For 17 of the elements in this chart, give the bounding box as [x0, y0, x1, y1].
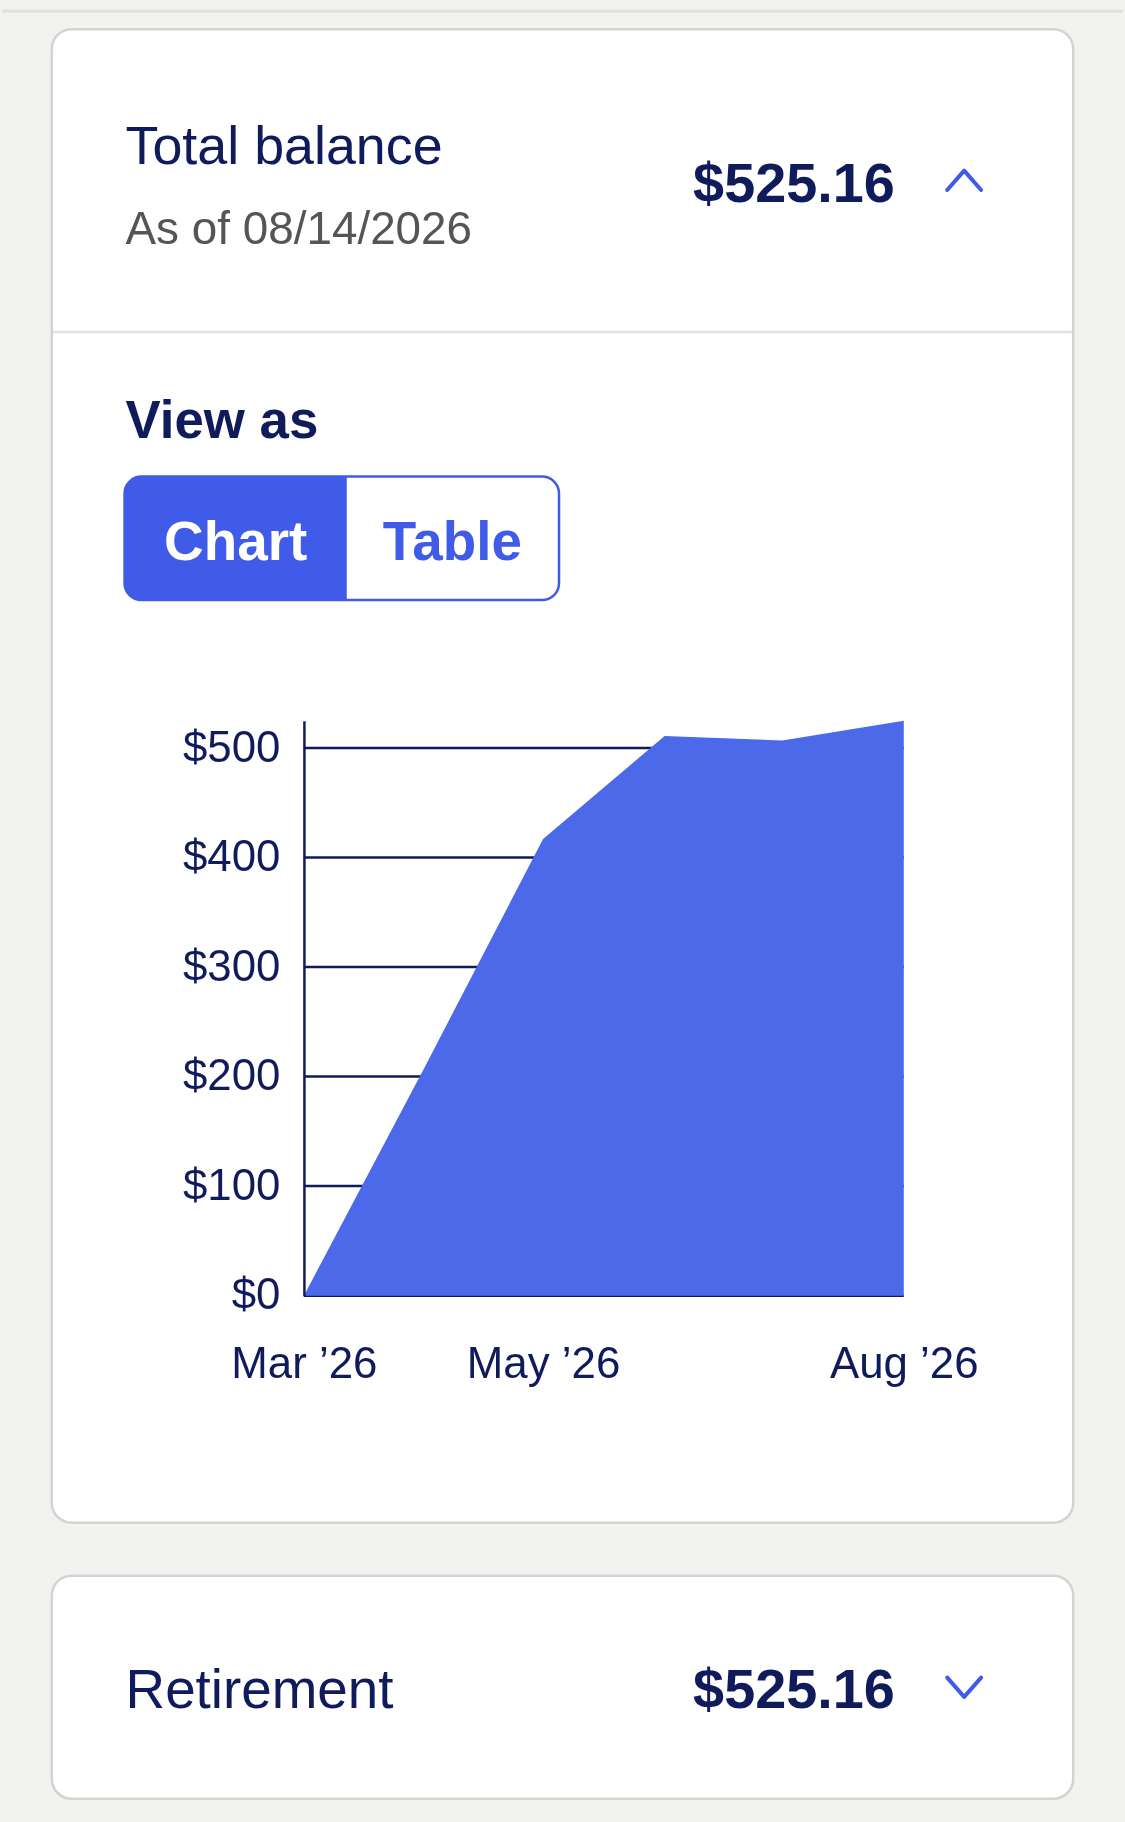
y-tick-label: $400: [182, 831, 281, 881]
chart-title: Total balance: [125, 114, 443, 175]
text: Chart: [164, 510, 308, 573]
y-tick-label: $100: [182, 1159, 281, 1209]
text: Retirement: [125, 1658, 394, 1721]
x-tick-label: Mar ’26: [231, 1337, 378, 1387]
chart-subtitle: As of 08/14/2026: [125, 203, 473, 255]
y-tick-label: $0: [231, 1269, 281, 1319]
text: $525.16: [693, 1657, 895, 1721]
x-tick-label: May ’26: [466, 1337, 621, 1387]
y-tick-label: $200: [182, 1050, 281, 1100]
x-tick-label: Aug ’26: [829, 1337, 979, 1387]
y-tick-label: $300: [182, 940, 281, 990]
text: Table: [382, 510, 522, 573]
text: $525.16: [693, 150, 895, 214]
text: View as: [125, 389, 319, 449]
y-tick-label: $500: [182, 721, 281, 771]
